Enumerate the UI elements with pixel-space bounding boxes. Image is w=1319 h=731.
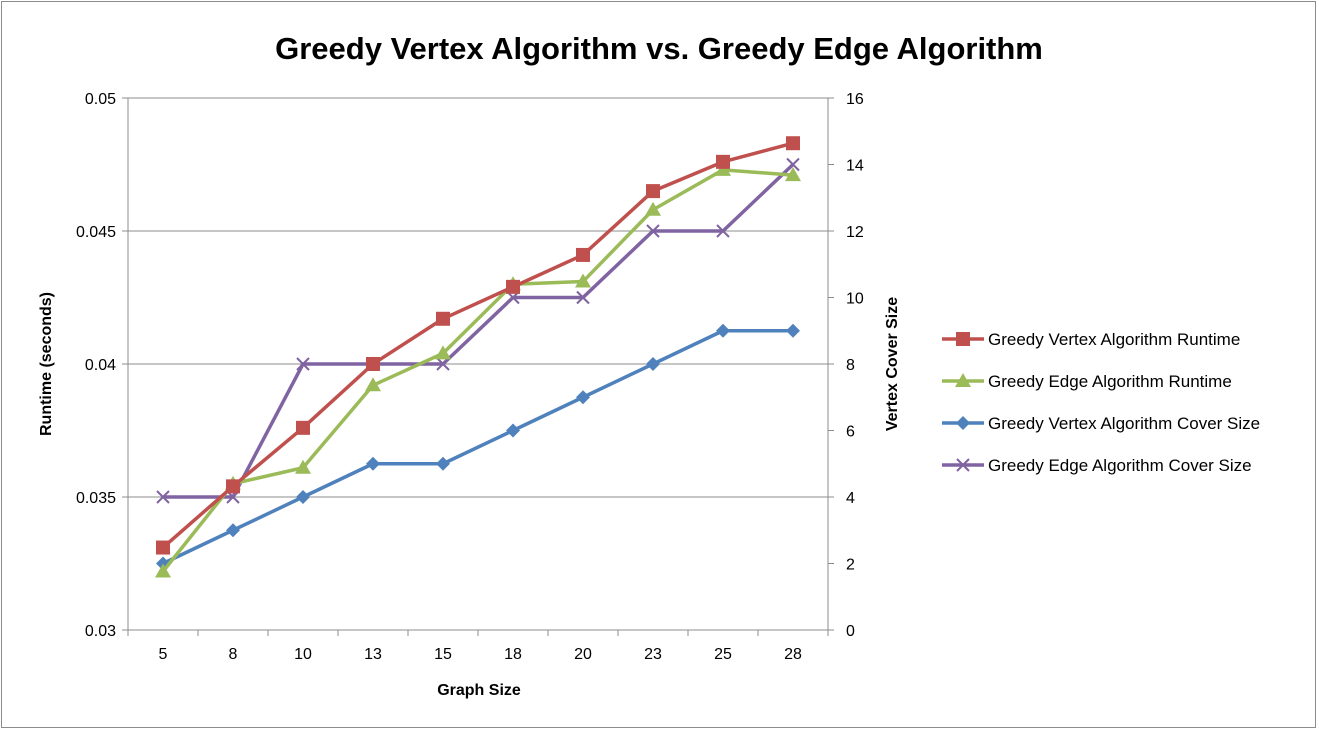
y-tick-label: 0.05 bbox=[85, 91, 116, 108]
series-line bbox=[163, 163, 795, 499]
y-tick-label: 0.03 bbox=[85, 623, 116, 640]
data-point bbox=[786, 136, 800, 151]
data-point bbox=[785, 167, 801, 182]
x-tick-label: 20 bbox=[574, 646, 592, 663]
legend-label: Greedy Vertex Algorithm Cover Size bbox=[988, 414, 1260, 433]
legend-label: Greedy Edge Algorithm Cover Size bbox=[988, 456, 1252, 475]
legend-item: Greedy Vertex Algorithm Cover Size bbox=[942, 414, 1260, 433]
series-4 bbox=[156, 157, 800, 504]
data-point bbox=[576, 247, 590, 262]
series-line bbox=[161, 141, 794, 549]
data-point bbox=[576, 390, 590, 405]
data-point bbox=[436, 456, 450, 471]
y2-tick-label: 14 bbox=[846, 158, 864, 175]
y2-tick-label: 12 bbox=[846, 224, 864, 241]
data-point bbox=[226, 523, 240, 538]
data-point bbox=[296, 420, 310, 435]
data-point bbox=[435, 345, 451, 360]
data-point bbox=[156, 540, 170, 555]
x-tick-label: 10 bbox=[294, 646, 312, 663]
chart-title: Greedy Vertex Algorithm vs. Greedy Edge … bbox=[275, 31, 1043, 66]
data-point bbox=[366, 357, 380, 371]
x-tick-label: 15 bbox=[434, 646, 452, 663]
data-point bbox=[296, 490, 310, 504]
data-point bbox=[956, 458, 970, 472]
data-point bbox=[295, 459, 311, 474]
data-point bbox=[646, 357, 660, 371]
data-point bbox=[436, 357, 450, 371]
data-point bbox=[506, 279, 520, 294]
y2-axis-title: Vertex Cover Size bbox=[884, 297, 901, 431]
data-point bbox=[956, 416, 970, 430]
y-axis-title: Runtime (seconds) bbox=[38, 292, 55, 436]
y-tick-label: 0.045 bbox=[76, 224, 116, 241]
data-point bbox=[956, 332, 970, 346]
series-2 bbox=[155, 161, 801, 578]
data-point bbox=[716, 323, 730, 338]
y2-tick-label: 0 bbox=[846, 623, 855, 640]
data-point bbox=[365, 377, 381, 392]
x-axis-ticks: 5 8 10 13 15 18 20 23 25 28 bbox=[127, 630, 829, 663]
data-point bbox=[646, 184, 660, 199]
y-tick-label: 0.035 bbox=[76, 490, 116, 507]
data-point bbox=[955, 373, 971, 387]
x-tick-label: 23 bbox=[644, 646, 662, 663]
series-line bbox=[161, 168, 794, 573]
y2-tick-label: 6 bbox=[846, 424, 855, 441]
y2-tick-label: 16 bbox=[846, 91, 864, 108]
x-tick-label: 8 bbox=[229, 646, 238, 663]
legend-item: Greedy Vertex Algorithm Runtime bbox=[942, 330, 1240, 349]
data-point bbox=[646, 224, 660, 238]
x-axis-title: Graph Size bbox=[437, 682, 521, 699]
legend-item: Greedy Edge Algorithm Cover Size bbox=[942, 456, 1252, 475]
data-point bbox=[786, 323, 800, 338]
data-point bbox=[786, 157, 800, 172]
legend-item: Greedy Edge Algorithm Runtime bbox=[942, 372, 1232, 391]
y2-tick-label: 2 bbox=[846, 557, 855, 574]
y2-tick-label: 10 bbox=[846, 291, 864, 308]
y-tick-label: 0.04 bbox=[85, 357, 116, 374]
legend-label: Greedy Vertex Algorithm Runtime bbox=[988, 330, 1240, 349]
data-point bbox=[436, 311, 450, 326]
y2-axis-ticks: 0 2 4 6 8 10 12 14 16 bbox=[828, 91, 864, 640]
data-point bbox=[296, 357, 310, 371]
legend-label: Greedy Edge Algorithm Runtime bbox=[988, 372, 1232, 391]
y2-tick-label: 4 bbox=[846, 490, 855, 507]
x-tick-label: 5 bbox=[159, 646, 168, 663]
data-point bbox=[575, 273, 591, 288]
x-tick-label: 28 bbox=[784, 646, 802, 663]
legend: Greedy Vertex Algorithm Runtime Greedy Ed… bbox=[942, 330, 1260, 475]
data-point bbox=[506, 423, 520, 438]
y2-tick-label: 8 bbox=[846, 357, 855, 374]
series-line bbox=[162, 329, 793, 566]
y-axis-ticks: 0.03 0.035 0.04 0.045 0.05 bbox=[76, 91, 128, 640]
data-point bbox=[366, 456, 380, 471]
gridlines bbox=[128, 97, 828, 498]
series-1 bbox=[156, 136, 800, 555]
x-tick-label: 25 bbox=[714, 646, 732, 663]
x-tick-label: 18 bbox=[504, 646, 522, 663]
series-3 bbox=[156, 323, 800, 571]
data-point bbox=[645, 201, 661, 216]
data-point bbox=[576, 290, 590, 305]
series-group bbox=[155, 136, 801, 578]
x-tick-label: 13 bbox=[364, 646, 382, 663]
data-point bbox=[226, 479, 240, 494]
data-point bbox=[716, 224, 730, 238]
data-point bbox=[716, 154, 730, 169]
data-point bbox=[156, 490, 170, 504]
data-point bbox=[155, 563, 171, 578]
